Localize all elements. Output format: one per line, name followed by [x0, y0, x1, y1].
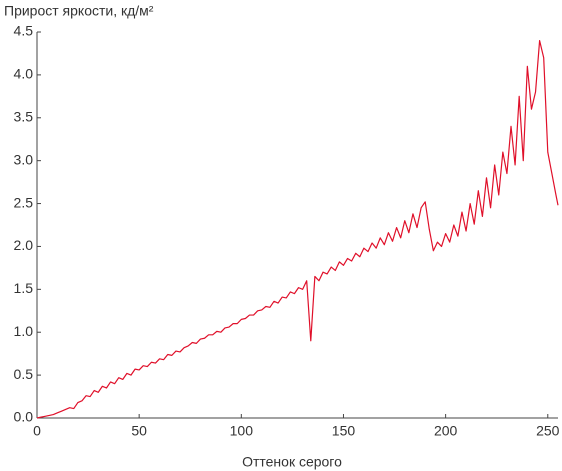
y-tick-label: 2.5	[14, 194, 34, 210]
x-tick-label: 150	[332, 423, 356, 439]
y-tick-label: 3.0	[14, 151, 34, 167]
y-tick-label: 2.0	[14, 237, 34, 253]
y-tick-label: 4.5	[14, 23, 34, 39]
x-tick-label: 200	[434, 423, 458, 439]
y-tick-label: 3.5	[14, 108, 34, 124]
x-tick-label: 250	[536, 423, 560, 439]
x-tick-label: 100	[230, 423, 254, 439]
x-tick-label: 0	[33, 423, 41, 439]
chart-title: Прирост яркости, кд/м²	[4, 3, 154, 19]
x-tick-label: 50	[131, 423, 147, 439]
data-line	[36, 39, 559, 419]
y-tick-label: 0.5	[14, 366, 34, 382]
y-tick-label: 1.0	[14, 323, 34, 339]
y-tick-label: 1.5	[14, 280, 34, 296]
y-tick-label: 4.0	[14, 66, 34, 82]
y-tick-label: 0.0	[14, 409, 34, 425]
x-axis-label: Оттенок серого	[242, 454, 342, 470]
